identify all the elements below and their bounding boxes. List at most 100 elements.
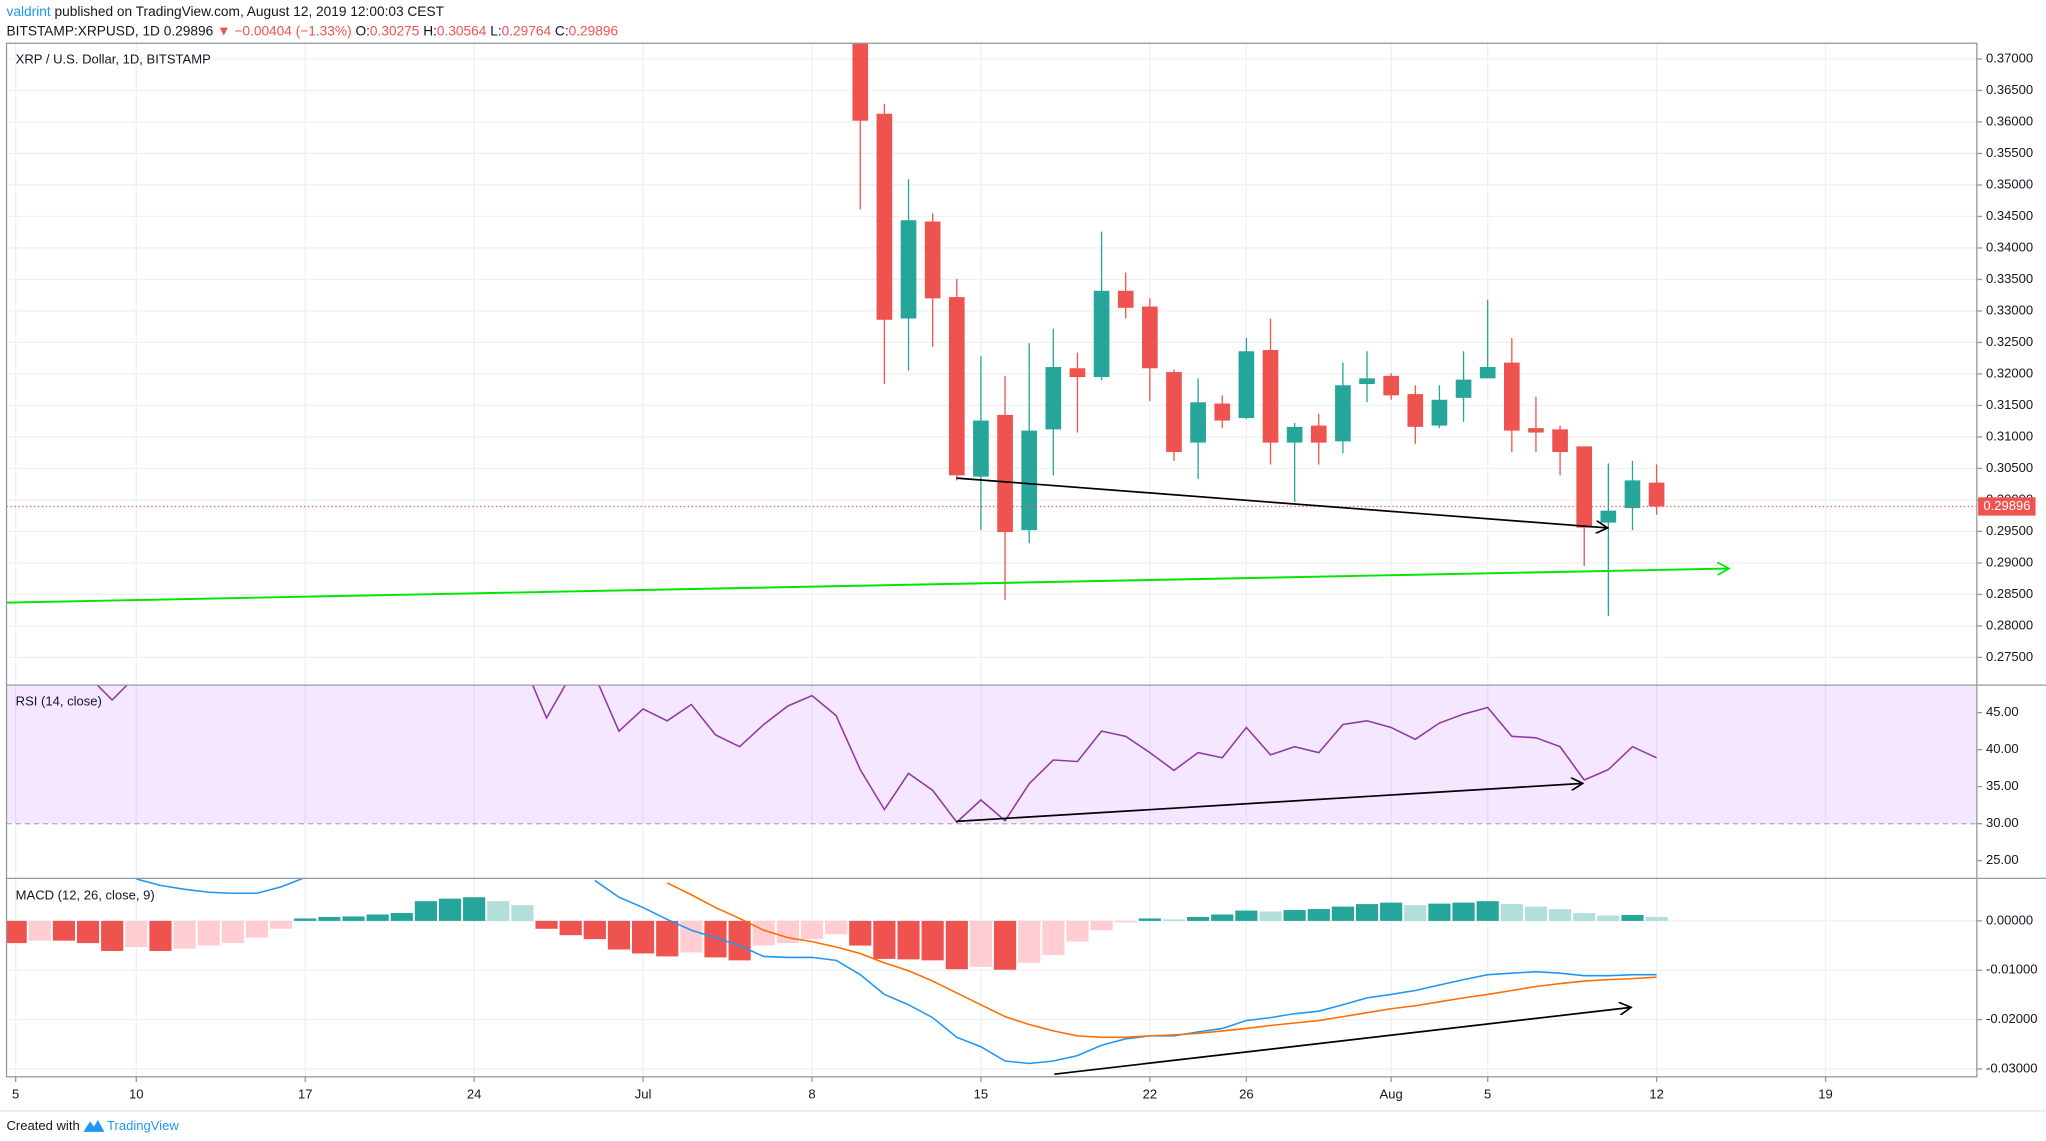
histogram-bar: [511, 905, 534, 921]
histogram-bar: [680, 920, 703, 953]
histogram-bar: [125, 920, 148, 948]
histogram-bar: [1138, 918, 1161, 921]
histogram-bar: [173, 920, 196, 949]
candle-body: [1214, 403, 1231, 421]
histogram-bar: [245, 920, 269, 938]
panel-title: XRP / U.S. Dollar, 1D, BITSTAMP: [16, 52, 211, 67]
histogram-bar: [704, 920, 727, 958]
histogram-bar: [921, 920, 944, 961]
y-tick-label: 0.35500: [1986, 145, 2033, 160]
histogram-bar: [1162, 919, 1186, 921]
footer-brand[interactable]: TradingView: [107, 1118, 179, 1133]
y-tick-label: 0.31000: [1986, 428, 2033, 443]
histogram-bar: [945, 920, 968, 970]
plot-border: [5, 42, 1978, 1078]
y-tick-label: 0.28000: [1986, 617, 2033, 632]
publish-line: valdrint published on TradingView.com, A…: [7, 3, 445, 18]
histogram-bar: [849, 920, 872, 946]
histogram-bar: [583, 920, 606, 940]
plot: [6, 43, 1977, 659]
c-label: C:: [555, 23, 569, 38]
y-tick-label: 45.00: [1986, 704, 2019, 719]
candle-body: [1335, 385, 1351, 442]
candle-body: [1069, 368, 1086, 378]
histogram-bar: [463, 897, 486, 921]
last: 0.29896: [164, 23, 214, 38]
quote-line: BITSTAMP:XRPUSD, 1D 0.29896 ▼ −0.00404 (…: [7, 23, 619, 38]
histogram-bar: [1187, 916, 1210, 921]
candle-body: [924, 221, 941, 299]
candle-body: [876, 113, 893, 320]
candle-body: [1455, 379, 1472, 398]
y-tick-label: 30.00: [1986, 815, 2019, 830]
y-tick-label: -0.01000: [1986, 962, 2037, 977]
y-tick-label: -0.02000: [1986, 1011, 2037, 1026]
candle-body: [1262, 350, 1279, 443]
histogram-bar: [1211, 914, 1234, 921]
c-value: 0.29896: [569, 23, 619, 38]
histogram-bar: [28, 920, 51, 941]
candle-body: [1310, 425, 1327, 443]
y-tick-label: 0.35000: [1986, 176, 2033, 191]
histogram-bar: [656, 920, 679, 957]
candle-body: [1166, 372, 1182, 453]
y-tick-label: 0.34000: [1986, 239, 2033, 254]
h-label: H:: [423, 23, 437, 38]
last-price-label: 0.29896: [1983, 498, 2030, 513]
panel-title: MACD (12, 26, close, 9): [16, 887, 155, 902]
drawings: Created with TradingView: [0, 42, 2046, 1133]
symbol: BITSTAMP:XRPUSD, 1D: [7, 23, 161, 38]
candle-body: [1528, 428, 1544, 433]
histogram-bar: [607, 920, 631, 950]
histogram-bar: [1355, 904, 1379, 921]
histogram-bar: [1042, 920, 1065, 955]
y-tick-label: -0.03000: [1986, 1060, 2037, 1075]
histogram-bar: [776, 920, 799, 944]
candle-body: [1552, 429, 1568, 453]
x-tick-label: 15: [974, 1087, 989, 1102]
y-tick-label: 0.32500: [1986, 334, 2033, 349]
plot: [6, 879, 1977, 1070]
candle-body: [1359, 378, 1375, 385]
histogram-bar: [1524, 906, 1548, 921]
histogram-bar: [270, 920, 293, 929]
last-price-box: [1978, 497, 2036, 516]
histogram-bar: [52, 920, 76, 941]
candle-body: [973, 420, 989, 477]
candle-body: [900, 220, 917, 319]
logo: [83, 1120, 105, 1132]
histogram-bar: [1090, 920, 1113, 931]
x-tick-label: Jul: [635, 1087, 652, 1102]
x-tick-label: 24: [467, 1087, 482, 1102]
footer-created: Created with: [7, 1118, 80, 1133]
histogram-bar: [487, 901, 510, 921]
x-tick-label: 10: [129, 1087, 144, 1102]
y-tick-label: 0.37000: [1986, 50, 2033, 65]
x-tick-label: Aug: [1380, 1087, 1403, 1102]
y-tick-label: 0.30500: [1986, 460, 2033, 475]
candle-body: [1045, 367, 1062, 430]
candle-body: [1190, 402, 1206, 443]
histogram-bar: [559, 920, 582, 936]
x-tick-label: 17: [298, 1087, 313, 1102]
y-tick-label: 0.36500: [1986, 82, 2033, 97]
change: ▼ −0.00404 (−1.33%): [217, 23, 352, 38]
author[interactable]: valdrint: [7, 3, 51, 18]
histogram-bar: [728, 920, 751, 961]
histogram-bar: [800, 920, 824, 940]
y-tick-label: 0.34500: [1986, 208, 2033, 223]
histogram-bar: [390, 912, 413, 921]
candle-body: [1021, 430, 1038, 531]
histogram-bar: [1428, 903, 1451, 921]
histogram-bar: [825, 920, 848, 935]
histogram-bar: [1235, 910, 1258, 921]
x-tick-label: 8: [808, 1087, 815, 1102]
macd-divergence-line: [1054, 1007, 1631, 1076]
histogram-bar: [993, 920, 1017, 970]
histogram-bar: [1500, 904, 1523, 921]
panel-title: RSI (14, close): [16, 694, 102, 709]
rsi-line: [96, 685, 1657, 824]
histogram-bar: [221, 920, 244, 944]
y-tick-label: 0.29000: [1986, 554, 2033, 569]
candle-body: [1238, 351, 1255, 419]
